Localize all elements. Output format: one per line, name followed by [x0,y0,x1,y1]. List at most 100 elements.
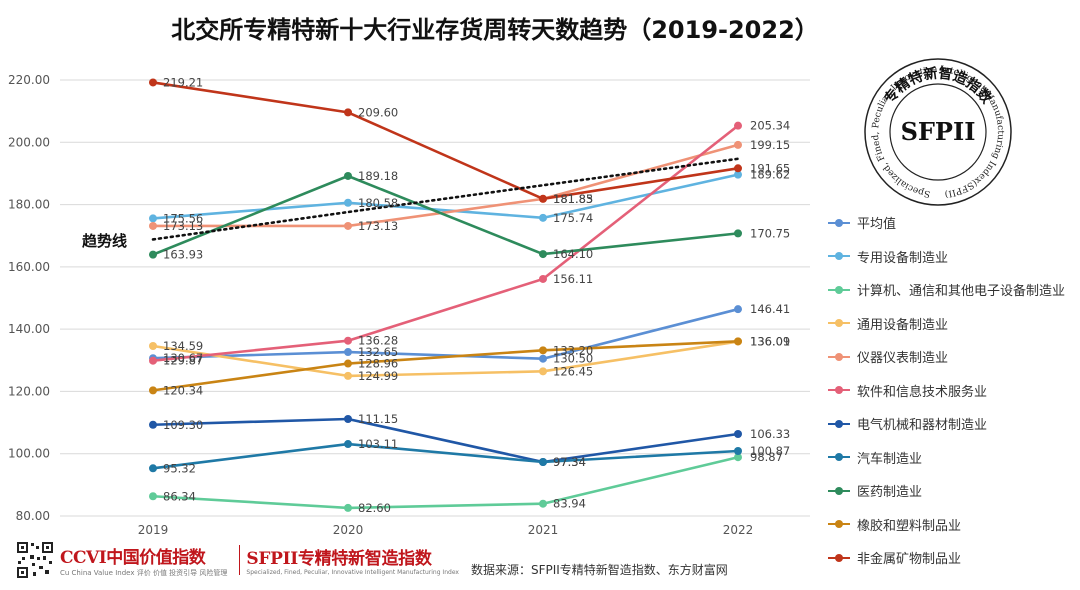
data-label: 109.30 [163,418,203,432]
data-label: 100.87 [750,444,790,458]
data-label: 86.34 [163,489,196,503]
ccvi-logo: CCVI中国价值指数 Cu China Value Index 评价 价值 投资… [60,547,228,577]
data-point [539,194,547,203]
data-point [734,430,742,439]
data-label: 170.75 [750,226,790,240]
data-source: 数据来源：SFPII专精特新智造指数、东方财富网 [470,562,728,577]
data-label: 97.34 [553,455,586,469]
data-point [344,171,352,180]
data-point [344,359,352,368]
y-tick-label: 200.00 [8,135,50,149]
y-tick-label: 80.00 [16,509,50,523]
data-label: 129.87 [163,354,203,368]
legend-swatch-icon [828,452,850,462]
data-point [149,341,157,350]
data-point [344,108,352,117]
data-point [149,420,157,429]
y-tick-label: 120.00 [8,384,50,398]
data-point [539,499,547,508]
data-label: 219.21 [163,75,203,89]
data-point [734,170,742,179]
data-label: 191.65 [750,161,790,175]
footer: CCVI中国价值指数 Cu China Value Index 评价 价值 投资… [16,540,728,580]
data-point [539,367,547,376]
data-label: 128.96 [358,357,398,371]
legend-item: 医药制造业 [828,474,1065,508]
legend-item: 非金属矿物制品业 [828,541,1065,575]
legend-item: 汽车制造业 [828,441,1065,475]
legend-swatch-icon [828,486,850,496]
data-point [344,348,352,357]
data-label: 189.18 [358,169,398,183]
data-label: 132.65 [358,345,398,359]
data-point [344,336,352,345]
legend-item: 平均值 [828,206,1065,240]
series-line-11 [152,81,739,201]
data-label: 82.60 [358,501,391,515]
data-point [539,457,547,466]
data-label: 146.41 [750,302,790,316]
legend-label: 计算机、通信和其他电子设备制造业 [857,284,1066,300]
seal-center-text: SFPII [901,117,976,146]
x-tick-label: 2020 [333,523,364,537]
data-label: 124.99 [358,369,398,383]
data-point [149,250,157,259]
data-label: 134.59 [163,339,203,353]
legend-label: 医药制造业 [857,485,923,501]
legend-item: 仪器仪表制造业 [828,340,1065,374]
data-label: 136.28 [358,334,398,348]
series-line-10 [152,340,739,392]
trendline [151,157,740,241]
legend-swatch-icon [828,519,850,529]
data-label: 136.01 [750,335,790,349]
x-tick-label: 2021 [528,523,559,537]
series-line-2 [152,173,739,220]
data-label: 173.13 [358,219,398,233]
data-label: 97.34 [553,455,586,469]
series-line-3 [152,455,739,510]
legend-item: 专用设备制造业 [828,240,1065,274]
series-line-9 [152,174,739,256]
legend-item: 电气机械和器材制造业 [828,407,1065,441]
legend-swatch-icon [828,385,850,395]
data-point [149,356,157,365]
sfpii-logo: SFPII专精特新智造指数 Specialized, Fined, Peculi… [246,549,459,576]
legend-swatch-icon [828,553,850,563]
sfpii-seal-logo: Specialized, Fined, Peculiar, Innovative… [864,58,1012,206]
data-point [734,305,742,314]
data-point [734,447,742,456]
data-label: 156.11 [553,272,593,286]
data-point [539,346,547,355]
legend-label: 电气机械和器材制造业 [857,418,988,434]
data-point [344,371,352,380]
data-point [539,250,547,259]
data-point [539,213,547,222]
legend-label: 非金属矿物制品业 [857,552,962,568]
data-point [734,140,742,149]
data-point [734,337,742,346]
data-point [149,221,157,230]
legend-label: 汽车制造业 [857,451,923,467]
qr-code-icon [16,541,54,579]
data-label: 205.34 [750,119,790,133]
data-label: 175.56 [163,211,203,225]
data-label: 120.34 [163,383,203,397]
y-tick-label: 180.00 [8,198,50,212]
data-label: 130.50 [553,352,593,366]
data-label: 189.62 [750,168,790,182]
legend-item: 计算机、通信和其他电子设备制造业 [828,273,1065,307]
data-label: 133.20 [553,343,593,357]
legend-swatch-icon [828,419,850,429]
data-point [149,386,157,395]
y-tick-label: 100.00 [8,447,50,461]
data-point [734,164,742,173]
data-label: 173.13 [163,219,203,233]
series-line-6 [152,124,739,362]
legend-label: 平均值 [857,217,897,233]
data-label: 111.15 [358,412,398,426]
data-point [344,414,352,423]
data-label: 181.85 [553,192,593,206]
footer-divider [239,545,241,575]
legend-swatch-icon [828,318,850,328]
